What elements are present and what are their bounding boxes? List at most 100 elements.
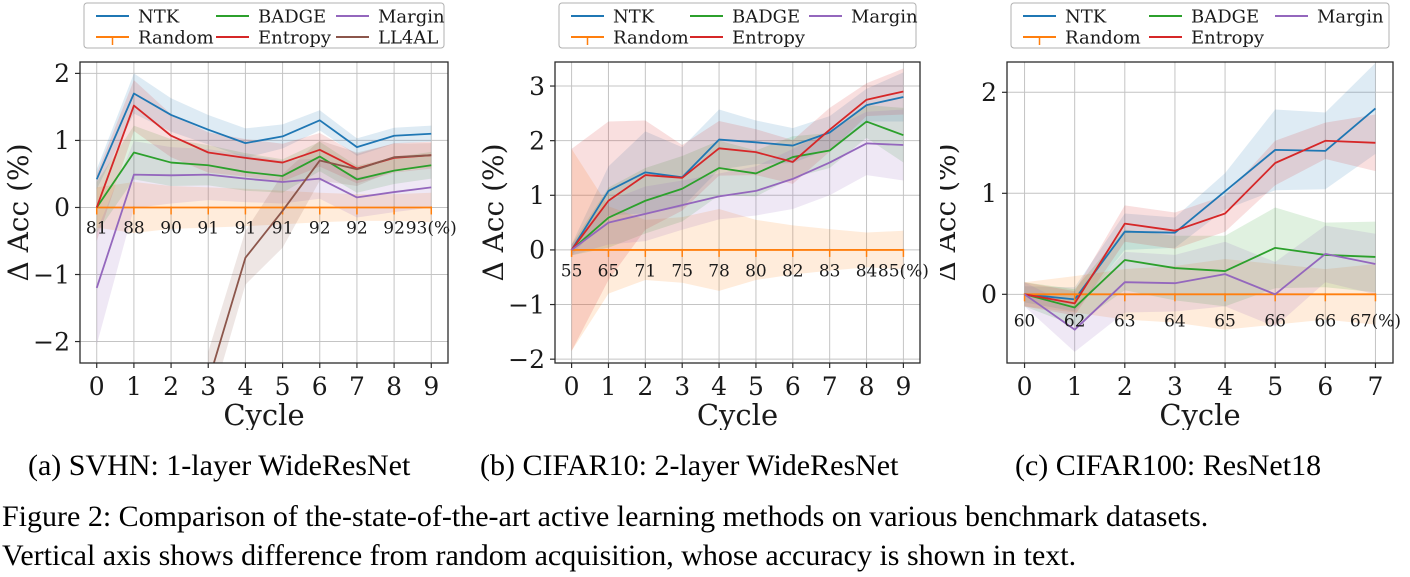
accuracy-label: 81 <box>86 219 108 239</box>
accuracy-annotations: 55 65 71 75 78 80 82 83 84 85(%) <box>561 262 929 282</box>
x-tick-label: 8 <box>386 372 402 401</box>
y-tick-label: 0 <box>529 236 545 265</box>
subcaption-b: (b) CIFAR10: 2-layer WideResNet <box>480 449 899 482</box>
legend-label-BADGE: BADGE <box>258 6 326 27</box>
y-tick-label: 1 <box>981 179 997 208</box>
x-tick-label: 5 <box>748 372 764 401</box>
y-tick-label: −2 <box>508 345 545 374</box>
accuracy-label: 85(%) <box>878 262 929 282</box>
x-axis-ticks: 0 1 2 3 4 5 6 7 <box>1017 363 1384 401</box>
accuracy-label: 91 <box>272 219 294 239</box>
x-tick-label: 3 <box>200 372 216 401</box>
cifar100-chart: 60 62 63 64 65 66 66 67(%) 0 1 2 3 4 5 6 7 0 1 2 Cycle Δ Acc… <box>940 2 1401 430</box>
legend-label-BADGE: BADGE <box>732 6 800 27</box>
accuracy-label: 71 <box>635 262 657 282</box>
x-tick-label: 0 <box>1017 372 1033 401</box>
accuracy-label: 82 <box>782 262 804 282</box>
x-tick-label: 8 <box>859 372 875 401</box>
x-tick-label: 7 <box>822 372 838 401</box>
y-axis-label: Δ Acc (%) <box>940 143 962 281</box>
accuracy-label: 60 <box>1014 312 1036 332</box>
legend-box <box>558 2 917 49</box>
x-axis-label: Cycle <box>223 398 304 430</box>
x-tick-label: 2 <box>637 372 653 401</box>
accuracy-label: 80 <box>745 262 767 282</box>
line-BADGE <box>1024 246 1376 309</box>
y-axis-ticks: 0 1 2 <box>981 78 1007 309</box>
accuracy-label: 92 <box>309 219 331 239</box>
x-tick-label: 0 <box>564 372 580 401</box>
uncertainty-bands <box>96 73 432 363</box>
line-BADGE <box>570 120 904 251</box>
line-Entropy <box>1024 139 1376 305</box>
band-NTK <box>96 73 432 190</box>
cifar100-chart-panel: 60 62 63 64 65 66 66 67(%) 0 1 2 3 4 5 6 7 0 1 2 Cycle Δ Acc… <box>940 0 1410 430</box>
band-LL4AL <box>208 140 432 363</box>
legend-label-NTK: NTK <box>613 6 655 27</box>
band-Entropy <box>571 68 904 351</box>
y-tick-label: −2 <box>33 327 70 356</box>
legend-box <box>1010 2 1390 49</box>
x-tick-label: 9 <box>895 372 911 401</box>
line-Margin <box>95 173 432 289</box>
line-NTK <box>95 92 432 180</box>
accuracy-label: 65 <box>598 262 620 282</box>
legend-label-NTK: NTK <box>138 6 180 27</box>
legend-label-LL4AL: LL4AL <box>378 27 438 48</box>
accuracy-label: 93(%) <box>406 219 457 239</box>
y-axis-label: Δ Acc (%) <box>2 143 35 281</box>
plot-border <box>1006 61 1394 364</box>
accuracy-label: 91 <box>197 219 219 239</box>
errorbar-caps-Random <box>570 248 905 257</box>
legend-label-NTK: NTK <box>1065 6 1107 27</box>
x-axis-label: Cycle <box>697 398 778 430</box>
accuracy-label: 88 <box>123 219 145 239</box>
cifar10-chart: 55 65 71 75 78 80 82 83 84 85(%)0 1 2 3 4 5 6 7 8 9−2−1012… <box>477 2 929 430</box>
accuracy-label: 65 <box>1214 312 1236 332</box>
x-tick-label: 4 <box>1217 372 1233 401</box>
legend-label-Random: Random <box>1065 27 1141 48</box>
legend-label-Entropy: Entropy <box>1191 27 1265 48</box>
accuracy-label: 67(%) <box>1350 312 1401 332</box>
y-tick-label: 0 <box>54 193 70 222</box>
accuracy-label: 78 <box>708 262 730 282</box>
x-tick-label: 1 <box>1067 372 1083 401</box>
accuracy-label: 55 <box>561 262 583 282</box>
y-tick-label: −1 <box>33 260 70 289</box>
line-BADGE <box>95 151 432 208</box>
cifar10-chart-panel: 55 65 71 75 78 80 82 83 84 85(%) 0 1 2 3 4 5 6 7 8 9 −2 −1 0 1 2… <box>470 0 940 430</box>
y-tick-label: 2 <box>529 126 545 155</box>
line-NTK <box>1024 107 1377 301</box>
legend-label-Random: Random <box>138 27 214 48</box>
x-tick-label: 6 <box>1317 372 1333 401</box>
y-tick-label: 2 <box>54 59 70 88</box>
accuracy-annotations: 81 88 90 91 91 91 92 92 92 93(%) <box>86 219 457 239</box>
x-tick-label: 5 <box>1267 372 1283 401</box>
y-tick-label: 1 <box>529 181 545 210</box>
accuracy-label: 83 <box>819 262 841 282</box>
y-axis-label: Δ Acc (%) <box>477 143 510 281</box>
x-tick-label: 5 <box>275 372 291 401</box>
series-lines <box>95 92 433 363</box>
errorbar-caps-Random <box>95 206 433 215</box>
legend-label-Margin: Margin <box>378 6 445 27</box>
figure-caption-line-1: Figure 2: Comparison of the-state-of-the… <box>2 500 1209 533</box>
figure-caption-line-2: Vertical axis shows difference from rand… <box>2 539 1077 572</box>
y-axis-ticks: −2 −1 0 1 2 <box>33 59 80 356</box>
x-tick-label: 9 <box>423 372 439 401</box>
accuracy-label: 64 <box>1164 312 1186 332</box>
line-Margin <box>571 142 904 251</box>
band-BADGE <box>96 125 432 233</box>
x-axis-label: Cycle <box>1159 398 1240 430</box>
series-lines <box>1023 107 1377 331</box>
x-tick-label: 1 <box>601 372 617 401</box>
x-tick-label: 7 <box>1368 372 1384 401</box>
legend-label-Margin: Margin <box>1317 6 1384 27</box>
series-lines <box>570 90 905 257</box>
accuracy-annotations: 60 62 63 64 65 66 66 67(%) <box>1014 312 1401 332</box>
svhn-chart-panel: 81 88 90 91 91 91 92 92 92 93(%) 0 1 2 3 4 5 6 7 8 9 −2 −1 0 1 2… <box>0 0 470 430</box>
